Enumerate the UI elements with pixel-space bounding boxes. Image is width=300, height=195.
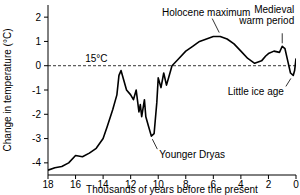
annotation-leader xyxy=(152,139,157,149)
y-tick xyxy=(44,162,48,163)
y-tick-label: 1 xyxy=(35,36,41,47)
annotation-leader xyxy=(282,33,283,43)
annotation: Younger Dryas xyxy=(159,149,225,160)
y-tick-label: 0 xyxy=(35,60,41,71)
y-tick xyxy=(44,65,48,66)
y-tick-label: -4 xyxy=(32,157,41,168)
y-tick xyxy=(44,114,48,115)
y-tick xyxy=(44,90,48,91)
y-tick-label: -3 xyxy=(32,133,41,144)
plot-area xyxy=(48,37,296,171)
annotation: Little ice age xyxy=(228,86,285,97)
x-tick-label: 18 xyxy=(42,179,54,190)
temperature-line xyxy=(48,37,296,171)
x-tick-label: 0 xyxy=(293,179,299,190)
annotation-leader xyxy=(212,19,219,33)
x-tick-label: 16 xyxy=(70,179,82,190)
x-axis xyxy=(48,175,296,176)
chart: -4-3-2-1012181614121086420Thousands of y… xyxy=(0,0,300,195)
annotation-leader xyxy=(286,78,291,86)
y-tick xyxy=(44,138,48,139)
y-tick xyxy=(44,17,48,18)
y-tick-label: 2 xyxy=(35,12,41,23)
y-axis-label: Change in temperature (°C) xyxy=(2,29,13,152)
annotation: Medievalwarm period xyxy=(238,4,294,26)
x-axis-label: Thousands of years before the present xyxy=(86,184,258,195)
y-tick-label: -2 xyxy=(32,109,41,120)
annotation: Holocene maximum xyxy=(162,7,250,18)
x-tick-label: 2 xyxy=(266,179,272,190)
reference-label: 15°C xyxy=(85,53,107,64)
y-tick-label: -1 xyxy=(32,85,41,96)
y-tick xyxy=(44,41,48,42)
